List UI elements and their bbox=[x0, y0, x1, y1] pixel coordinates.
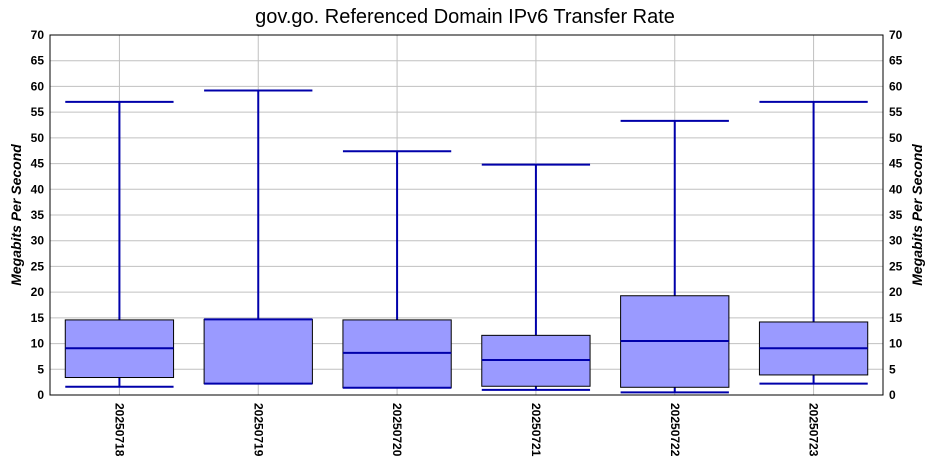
y-tick-label-right: 20 bbox=[889, 285, 903, 299]
y-tick-label-left: 30 bbox=[31, 234, 45, 248]
box-iqr bbox=[342, 319, 452, 389]
y-tick-label-left: 10 bbox=[31, 337, 45, 351]
y-tick-label-right: 70 bbox=[889, 28, 903, 42]
grid-layer bbox=[50, 34, 883, 396]
y-tick-label-right: 65 bbox=[889, 54, 903, 68]
x-category-label: 20250721 bbox=[529, 403, 543, 457]
box-group-20250722 bbox=[620, 119, 730, 394]
category-label-layer: 20250718 20250719 20250720 20250721 20250722… bbox=[112, 403, 820, 457]
y-tick-label-right: 55 bbox=[889, 105, 903, 119]
y-tick-label-left: 20 bbox=[31, 285, 45, 299]
y-tick-label-right: 35 bbox=[889, 208, 903, 222]
y-tick-label-right: 15 bbox=[889, 311, 903, 325]
box-group-20250719 bbox=[203, 89, 313, 385]
y-tick-label-left: 45 bbox=[31, 157, 45, 171]
y-tick-label-right: 40 bbox=[889, 182, 903, 196]
y-tick-label-right: 45 bbox=[889, 157, 903, 171]
y-tick-label-left: 0 bbox=[37, 388, 44, 402]
box-layer bbox=[64, 89, 869, 394]
x-category-label: 20250723 bbox=[807, 403, 821, 457]
box-iqr bbox=[203, 318, 313, 385]
y-tick-label-left: 25 bbox=[31, 259, 45, 273]
box-group-20250723 bbox=[758, 100, 869, 385]
chart-title: gov.go. Referenced Domain IPv6 Transfer … bbox=[255, 6, 675, 28]
y-axis-label-right: Megabits Per Second bbox=[909, 144, 925, 286]
y-tick-label-right: 5 bbox=[889, 362, 896, 376]
y-tick-label-left: 40 bbox=[31, 182, 45, 196]
y-tick-label-right: 60 bbox=[889, 79, 903, 93]
y-tick-label-left: 65 bbox=[31, 54, 45, 68]
x-category-label: 20250719 bbox=[251, 403, 265, 457]
y-tick-label-right: 25 bbox=[889, 259, 903, 273]
y-tick-label-left: 50 bbox=[31, 131, 45, 145]
box-group-20250721 bbox=[481, 163, 591, 391]
x-category-label: 20250722 bbox=[668, 403, 682, 457]
y-tick-label-right: 0 bbox=[889, 388, 896, 402]
y-tick-label-left: 5 bbox=[37, 362, 44, 376]
y-tick-label-left: 15 bbox=[31, 311, 45, 325]
y-tick-label-left: 35 bbox=[31, 208, 45, 222]
y-tick-label-left: 55 bbox=[31, 105, 45, 119]
y-axis-label-left: Megabits Per Second bbox=[8, 144, 24, 286]
y-tick-label-right: 10 bbox=[889, 337, 903, 351]
box-group-20250718 bbox=[64, 100, 175, 388]
y-tick-label-right: 50 bbox=[889, 131, 903, 145]
y-tick-label-right: 30 bbox=[889, 234, 903, 248]
plot-frame bbox=[49, 34, 884, 396]
y-tick-label-left: 70 bbox=[31, 28, 45, 42]
x-category-label: 20250718 bbox=[112, 403, 126, 457]
box-group-20250720 bbox=[342, 150, 452, 389]
y-tick-label-left: 60 bbox=[31, 79, 45, 93]
x-category-label: 20250720 bbox=[390, 403, 404, 457]
